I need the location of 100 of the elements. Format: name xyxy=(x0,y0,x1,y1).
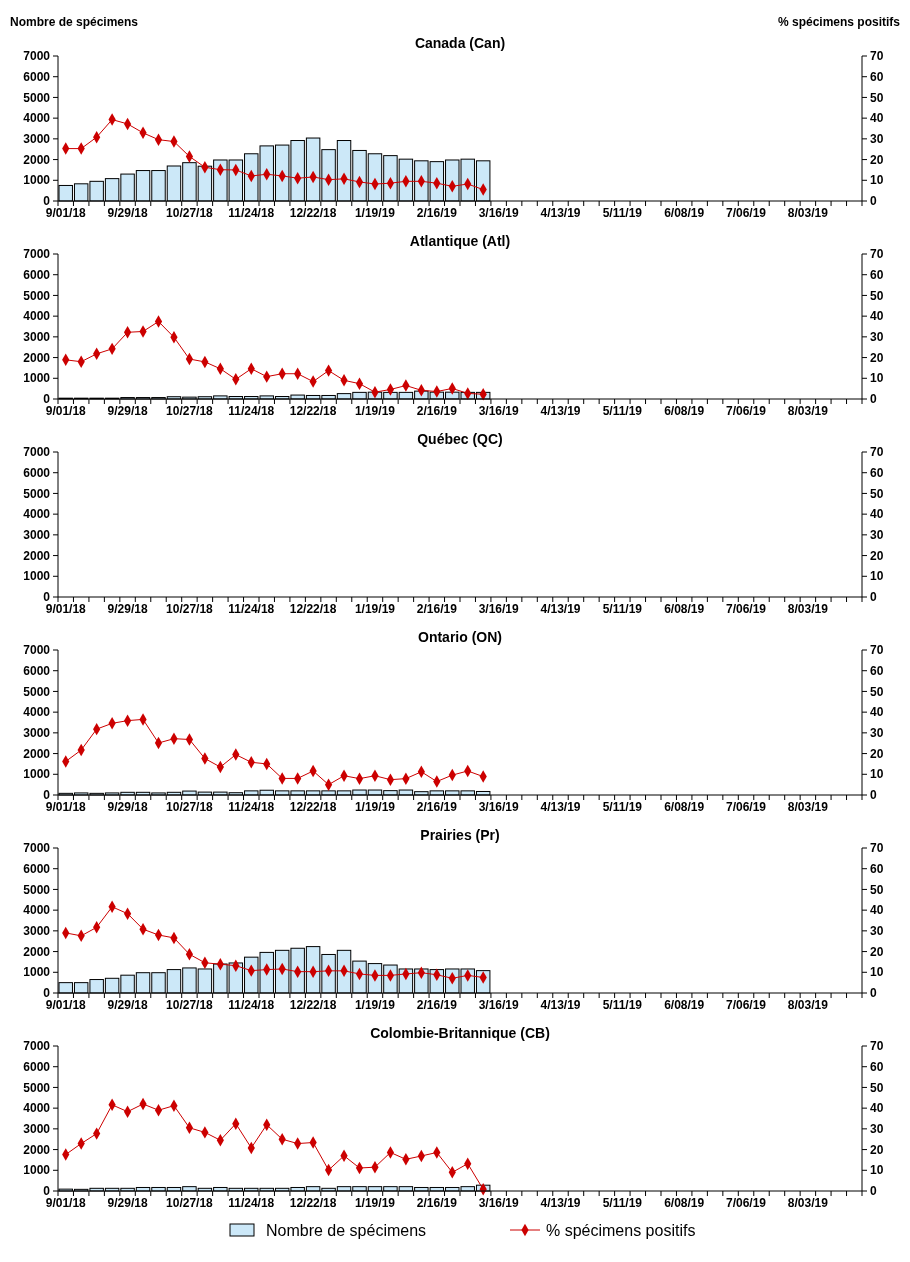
x-tick-label: 7/06/19 xyxy=(726,800,767,814)
x-tick-label: 7/06/19 xyxy=(726,998,767,1012)
y-tick-label: 5000 xyxy=(23,882,51,897)
y-tick-label: 7000 xyxy=(23,643,51,658)
y2-tick-label: 0 xyxy=(870,1184,877,1199)
x-tick-label: 9/29/18 xyxy=(107,800,148,814)
y-tick-label: 0 xyxy=(43,986,51,1001)
y2-tick-label: 70 xyxy=(870,1039,884,1054)
y-tick-label: 1000 xyxy=(23,1163,51,1178)
x-tick-label: 3/16/19 xyxy=(478,1196,519,1210)
y-tick-label: 5000 xyxy=(23,684,51,699)
x-tick-label: 2/16/19 xyxy=(416,1196,458,1210)
y-tick-label: 3000 xyxy=(23,726,51,741)
y2-tick-label: 40 xyxy=(870,705,884,720)
x-tick-label: 6/08/19 xyxy=(664,800,705,814)
x-tick-label: 6/08/19 xyxy=(664,404,705,418)
y2-tick-label: 0 xyxy=(870,788,877,803)
y2-tick-label: 20 xyxy=(870,746,884,761)
x-tick-label: 9/01/18 xyxy=(45,998,87,1012)
x-tick-label: 2/16/19 xyxy=(416,206,458,220)
y2-tick-label: 20 xyxy=(870,548,884,563)
y2-tick-label: 10 xyxy=(870,965,884,980)
y2-tick-label: 20 xyxy=(870,152,884,167)
legend-label: % spécimens positifs xyxy=(546,1222,696,1239)
y-tick-label: 4000 xyxy=(23,309,51,324)
x-tick-label: 3/16/19 xyxy=(478,602,519,616)
chart-title: Canada (Can) xyxy=(414,35,506,51)
y-tick-label: 5000 xyxy=(23,486,51,501)
y-tick-label: 2000 xyxy=(23,152,51,167)
y-tick-label: 4000 xyxy=(23,903,51,918)
x-tick-label: 8/03/19 xyxy=(787,998,829,1012)
y-tick-label: 7000 xyxy=(23,841,51,856)
x-tick-label: 5/11/19 xyxy=(602,800,643,814)
x-tick-label: 4/13/19 xyxy=(540,602,581,616)
x-tick-label: 12/22/18 xyxy=(289,998,337,1012)
y-tick-label: 2000 xyxy=(23,746,51,761)
y-tick-label: 3000 xyxy=(23,132,51,147)
y-tick-label: 1000 xyxy=(23,371,51,386)
x-tick-label: 10/27/18 xyxy=(166,1196,214,1210)
y-tick-label: 6000 xyxy=(23,465,51,480)
x-tick-label: 2/16/19 xyxy=(416,404,458,418)
x-tick-label: 12/22/18 xyxy=(289,1196,337,1210)
y2-tick-label: 50 xyxy=(870,486,884,501)
x-tick-label: 2/16/19 xyxy=(416,800,458,814)
x-tick-label: 12/22/18 xyxy=(289,404,337,418)
y2-tick-label: 40 xyxy=(870,1101,884,1116)
x-tick-label: 10/27/18 xyxy=(166,206,214,220)
y2-tick-label: 0 xyxy=(870,392,877,407)
x-tick-label: 5/11/19 xyxy=(602,404,643,418)
y-tick-label: 4000 xyxy=(23,111,51,126)
x-tick-label: 6/08/19 xyxy=(664,998,705,1012)
y-tick-label: 1000 xyxy=(23,173,51,188)
x-tick-label: 7/06/19 xyxy=(726,602,767,616)
y-tick-label: 2000 xyxy=(23,944,51,959)
x-tick-label: 1/19/19 xyxy=(354,1196,396,1210)
legend-label: Nombre de spécimens xyxy=(266,1222,427,1239)
chart-title: Prairies (Pr) xyxy=(420,827,500,843)
y2-tick-label: 50 xyxy=(870,882,884,897)
y2-tick-label: 30 xyxy=(870,528,884,543)
x-tick-label: 10/27/18 xyxy=(166,800,214,814)
x-tick-label: 6/08/19 xyxy=(664,206,705,220)
x-tick-label: 9/01/18 xyxy=(45,1196,87,1210)
y-tick-label: 5000 xyxy=(23,288,51,303)
y2-tick-label: 0 xyxy=(870,194,877,209)
x-tick-label: 3/16/19 xyxy=(478,206,519,220)
y2-tick-label: 70 xyxy=(870,643,884,658)
y2-tick-label: 50 xyxy=(870,1080,884,1095)
x-tick-label: 12/22/18 xyxy=(289,602,337,616)
y-tick-label: 1000 xyxy=(23,965,51,980)
y-tick-label: 4000 xyxy=(23,705,51,720)
x-tick-label: 9/29/18 xyxy=(107,998,148,1012)
chart-title: Ontario (ON) xyxy=(418,629,502,645)
x-tick-label: 5/11/19 xyxy=(602,602,643,616)
x-tick-label: 9/01/18 xyxy=(45,206,87,220)
x-tick-label: 1/19/19 xyxy=(354,602,396,616)
x-tick-label: 11/24/18 xyxy=(228,602,275,616)
y2-tick-label: 20 xyxy=(870,1142,884,1157)
x-tick-label: 5/11/19 xyxy=(602,998,643,1012)
x-tick-label: 1/19/19 xyxy=(354,404,396,418)
y-tick-label: 2000 xyxy=(23,548,51,563)
y2-tick-label: 20 xyxy=(870,944,884,959)
y2-axis-title: % spécimens positifs xyxy=(777,15,901,29)
y2-tick-label: 0 xyxy=(870,590,877,605)
x-tick-label: 8/03/19 xyxy=(787,800,829,814)
x-tick-label: 10/27/18 xyxy=(166,602,214,616)
x-tick-label: 11/24/18 xyxy=(228,404,275,418)
y-tick-label: 3000 xyxy=(23,1122,51,1137)
y-axis-title: Nombre de spécimens xyxy=(10,15,139,29)
x-tick-label: 4/13/19 xyxy=(540,404,581,418)
y2-tick-label: 10 xyxy=(870,569,884,584)
y2-tick-label: 50 xyxy=(870,288,884,303)
x-tick-label: 9/29/18 xyxy=(107,206,148,220)
y-tick-label: 3000 xyxy=(23,924,51,939)
y2-tick-label: 60 xyxy=(870,465,884,480)
y-tick-label: 3000 xyxy=(23,330,51,345)
y2-tick-label: 70 xyxy=(870,841,884,856)
y-tick-label: 0 xyxy=(43,1184,51,1199)
x-tick-label: 7/06/19 xyxy=(726,404,767,418)
y-tick-label: 1000 xyxy=(23,767,51,782)
y2-tick-label: 60 xyxy=(870,69,884,84)
